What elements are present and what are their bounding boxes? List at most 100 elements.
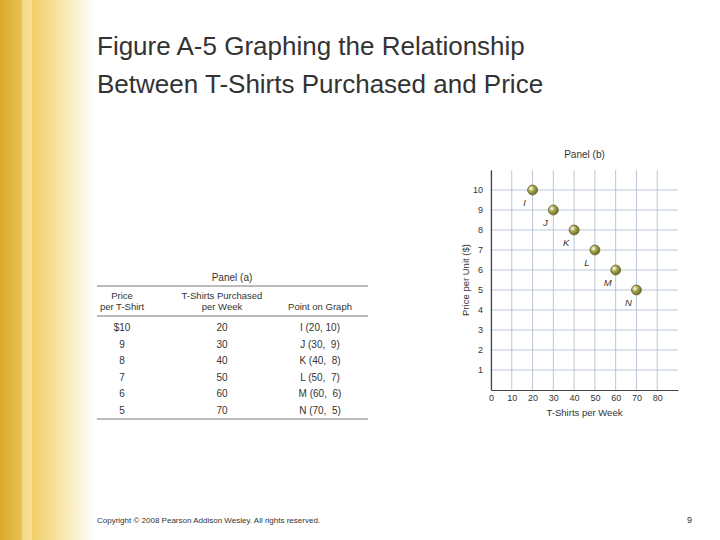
table-rule [97, 419, 368, 420]
grid-line-x [511, 170, 512, 390]
x-tick-label: 10 [507, 393, 517, 403]
slide-title: Figure A-5 Graphing the Relationship [97, 31, 525, 61]
x-tick: 60 [611, 390, 621, 403]
table-cell: 5 [119, 405, 125, 416]
table-cell: 6 [119, 388, 125, 399]
grid-line-y [491, 190, 678, 191]
x-tick-label: 20 [528, 393, 538, 403]
x-tick-label: 50 [590, 393, 600, 403]
y-axis: 1 2 3 4 5 6 7 8 9 10 [473, 171, 492, 391]
grid-line-y [491, 250, 678, 251]
table-cell: 50 [216, 372, 228, 383]
y-tick: 8 [478, 225, 491, 235]
x-tick-label: 40 [570, 393, 580, 403]
y-tick: 6 [478, 265, 491, 275]
point-label: I [523, 197, 526, 208]
y-axis-title: Price per Unit ($) [460, 244, 471, 316]
x-tick-label: 0 [489, 393, 494, 403]
x-tick-label: 60 [611, 393, 621, 403]
table-cell: K (40, 8) [299, 355, 340, 366]
x-tick: 80 [653, 390, 663, 403]
chart: 0 10 20 30 40 50 60 70 80 1 2 3 4 5 6 7 8 9 10 Panel (b) T-S… [460, 149, 679, 418]
y-tick: 3 [478, 325, 491, 335]
table: Panel (a)Priceper T-ShirtT-Shirts Purcha… [97, 272, 368, 419]
y-tick: 5 [478, 285, 491, 295]
point [611, 265, 621, 275]
point [569, 225, 579, 235]
x-tick: 20 [528, 390, 538, 403]
y-tick-label: 8 [478, 225, 483, 235]
grid-line-y [491, 310, 678, 311]
x-tick: 50 [590, 390, 600, 403]
slide-title: Between T-Shirts Purchased and Price [97, 69, 543, 99]
grid-line-y [491, 230, 678, 231]
table-header: Price [111, 290, 133, 301]
x-tick: 10 [507, 390, 517, 403]
slide: Figure A-5 Graphing the Relationship Betw… [0, 0, 720, 540]
y-tick-label: 10 [473, 185, 483, 195]
y-tick: 2 [478, 345, 491, 355]
point [590, 245, 600, 255]
grid-line-x [594, 170, 595, 390]
y-tick-label: 3 [478, 325, 483, 335]
footer: Copyright © 2008 Pearson Addison Wesley.… [97, 516, 320, 525]
x-tick: 30 [549, 390, 559, 403]
x-tick-label: 70 [632, 393, 642, 403]
table-rule [97, 316, 368, 317]
chart-title: Panel (b) [564, 149, 605, 160]
table-cell: 9 [119, 339, 125, 350]
table-cell: $10 [114, 322, 131, 333]
table-cell: 7 [119, 372, 125, 383]
y-tick: 9 [478, 205, 491, 215]
point [631, 285, 641, 295]
table-cell: I (20, 10) [300, 322, 340, 333]
table-cell: J (30, 9) [300, 339, 339, 350]
y-tick: 7 [478, 245, 491, 255]
y-tick-label: 4 [478, 305, 483, 315]
x-axis: 0 10 20 30 40 50 60 70 80 [489, 390, 679, 403]
y-tick: 4 [478, 305, 491, 315]
grid-line-x [532, 170, 533, 390]
point [548, 205, 558, 215]
grid-line-x [491, 170, 492, 390]
y-tick-label: 6 [478, 265, 483, 275]
x-tick: 40 [570, 390, 580, 403]
x-tick: 0 [489, 390, 494, 403]
page-number: 9 [687, 515, 692, 525]
grid-line-y [491, 210, 678, 211]
table-header: Point on Graph [288, 301, 352, 312]
y-tick-label: 5 [478, 285, 483, 295]
grid-line-y [491, 350, 678, 351]
x-axis-title: T-Shirts per Week [547, 407, 623, 418]
point-label: J [542, 217, 548, 228]
grid-line-x [615, 170, 616, 390]
x-tick-label: 80 [653, 393, 663, 403]
grid-line-x [553, 170, 554, 390]
table-cell: 40 [216, 355, 228, 366]
point-label: K [563, 237, 570, 248]
table-title: Panel (a) [212, 272, 253, 283]
table-header: T-Shirts Purchased [182, 290, 263, 301]
grid-line-y [491, 330, 678, 331]
x-tick: 70 [632, 390, 642, 403]
grid-line-x [657, 170, 658, 390]
table-cell: 70 [216, 405, 228, 416]
table-cell: 20 [216, 322, 228, 333]
x-axis-line [492, 390, 679, 391]
y-axis-line [491, 171, 492, 391]
point [528, 185, 538, 195]
table-cell: 60 [216, 388, 228, 399]
y-tick-label: 1 [478, 365, 483, 375]
table-rule [97, 286, 368, 287]
x-tick-label: 30 [549, 393, 559, 403]
y-tick-label: 2 [478, 345, 483, 355]
table-cell: M (60, 6) [299, 388, 342, 399]
grid-line-x [636, 170, 637, 390]
y-tick-label: 7 [478, 245, 483, 255]
points [528, 185, 642, 295]
grid-line-y [491, 290, 678, 291]
point-label: M [604, 277, 612, 288]
table-header: per Week [202, 301, 243, 312]
table-cell: N (70, 5) [299, 405, 341, 416]
y-tick: 10 [473, 185, 491, 195]
